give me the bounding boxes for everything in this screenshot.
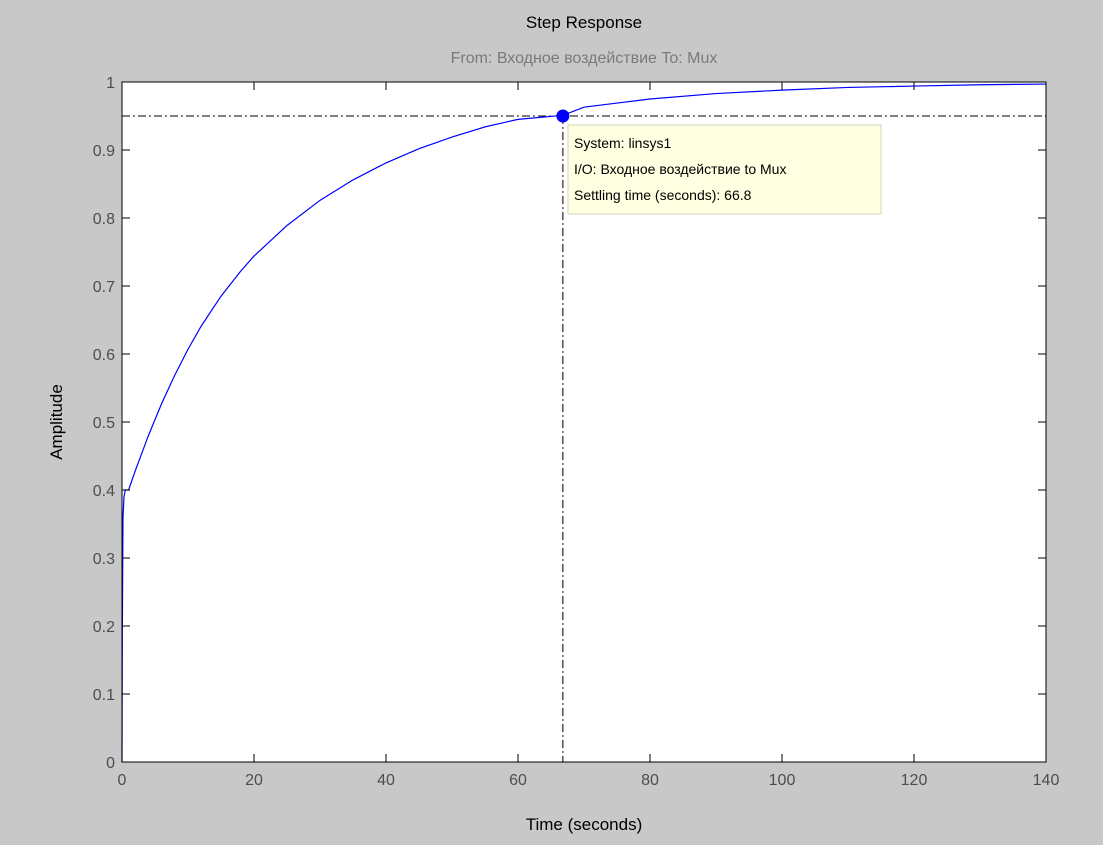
datatip[interactable]: System: linsys1 I/O: Входное воздействие…	[567, 124, 882, 215]
y-axis-label: Amplitude	[47, 384, 66, 460]
datatip-line-settling-time: Settling time (seconds): 66.8	[574, 187, 752, 203]
x-tick-label: 100	[769, 772, 796, 789]
datatip-line-system: System: linsys1	[574, 135, 671, 151]
y-tick-label: 0.8	[93, 211, 115, 228]
y-tick-label: 0.6	[93, 347, 115, 364]
settling-time-marker[interactable]	[556, 109, 570, 123]
y-tick-label: 1	[106, 75, 115, 92]
datatip-line-io: I/O: Входное воздействие to Mux	[574, 161, 786, 177]
y-tick-label: 0.7	[93, 279, 115, 296]
axes-frame	[121, 81, 1047, 763]
chart-title: Step Response	[526, 13, 642, 32]
y-tick-label: 0.9	[93, 143, 115, 160]
x-tick-label: 80	[641, 772, 659, 789]
x-tick-label: 0	[118, 772, 127, 789]
marker-layer	[556, 109, 570, 123]
datatip-box	[567, 124, 882, 215]
x-tick-label: 20	[245, 772, 263, 789]
x-tick-label: 40	[377, 772, 395, 789]
x-tick-label: 120	[901, 772, 928, 789]
y-tick-label: 0.1	[93, 687, 115, 704]
y-tick-label: 0.3	[93, 551, 115, 568]
chart-subtitle: From: Входное воздействие To: Mux	[451, 50, 718, 67]
y-tick-label: 0.4	[93, 483, 115, 500]
ticks-layer: 0 20 40 60 80 100 120 140 0 0.1 0.2 0.3 0.4 0.5 0.6 0.7…	[93, 75, 1060, 789]
x-tick-label: 60	[509, 772, 527, 789]
y-tick-label: 0.2	[93, 619, 115, 636]
x-tick-label: 140	[1033, 772, 1060, 789]
y-tick-label: 0.5	[93, 415, 115, 432]
y-tick-label: 0	[106, 755, 115, 772]
x-axis-label: Time (seconds)	[526, 815, 643, 834]
